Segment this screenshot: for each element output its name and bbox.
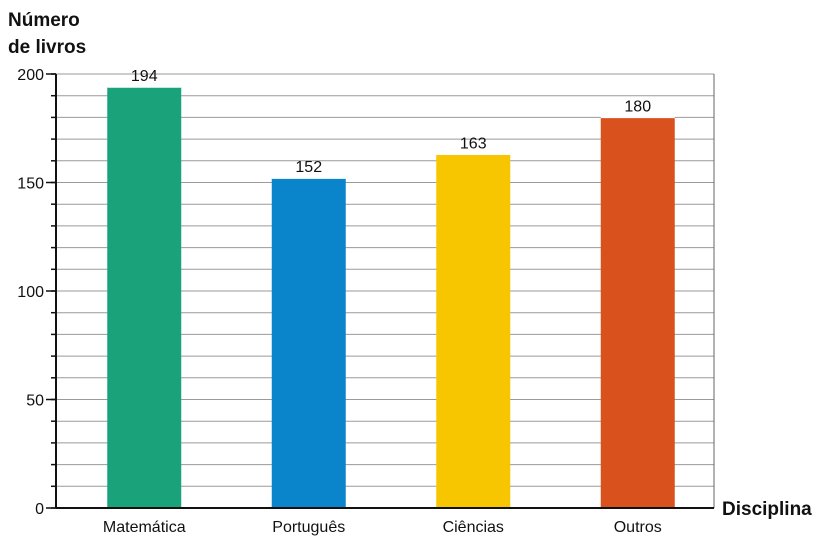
x-tick-label: Matemática: [103, 519, 186, 536]
bars: [107, 86, 675, 509]
x-tick-label: Outros: [614, 519, 662, 536]
bar-4: [600, 117, 675, 509]
y-tick-label: 150: [17, 176, 44, 193]
data-label: 163: [460, 135, 487, 152]
y-axis-title-line2: de livros: [8, 37, 86, 58]
labels: 194 Matemática 152 Português 163 Ciências 180 O…: [17, 67, 661, 536]
axes: [46, 73, 714, 509]
y-tick-label: 0: [35, 501, 44, 518]
bar-3: [436, 154, 511, 509]
y-axis-title-line1: Número: [8, 10, 80, 31]
bar-2: [271, 178, 346, 508]
data-label: 180: [624, 98, 651, 115]
y-tick-label: 50: [26, 393, 44, 410]
x-tick-label: Ciências: [443, 519, 504, 536]
y-tick-label: 200: [17, 67, 44, 84]
data-label: 194: [131, 68, 158, 85]
x-axis-title: Disciplina: [722, 499, 812, 520]
y-tick-label: 100: [17, 284, 44, 301]
data-label: 152: [295, 159, 322, 176]
x-tick-label: Português: [272, 519, 345, 536]
bar-1: [107, 87, 182, 509]
